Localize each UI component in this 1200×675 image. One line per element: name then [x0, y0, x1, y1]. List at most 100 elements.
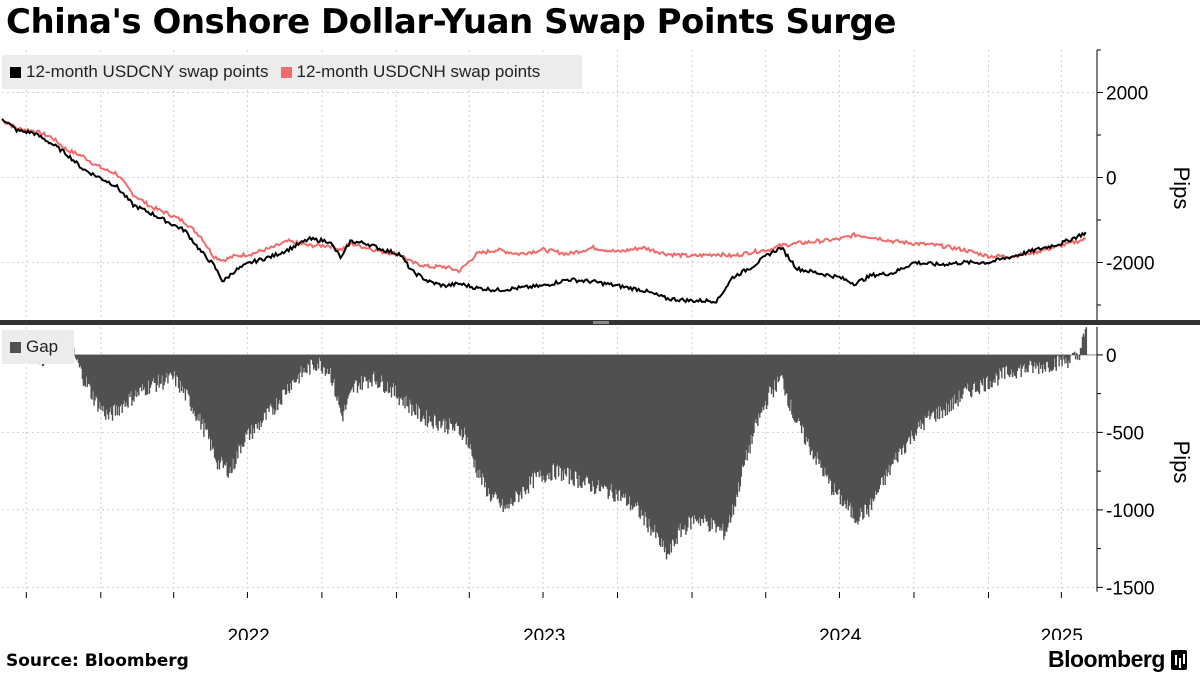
gap-bar: [555, 354, 557, 480]
gap-bar: [81, 354, 84, 379]
gap-bar: [139, 354, 141, 388]
gap-bar: [458, 354, 461, 435]
gap-bar: [576, 354, 578, 479]
top-ytick-label: 0: [1106, 169, 1117, 190]
gap-bar: [985, 354, 987, 378]
gap-bar: [595, 354, 598, 489]
gap-bar: [679, 354, 681, 524]
gap-bar: [97, 354, 99, 412]
gap-bar: [716, 354, 718, 528]
gap-bar: [190, 354, 192, 412]
gap-bar: [145, 354, 148, 395]
gap-bar: [125, 354, 127, 403]
gap-bar: [893, 354, 895, 459]
gap-bar: [406, 354, 408, 407]
gap-bar: [296, 354, 298, 380]
gap-bar: [555, 354, 558, 467]
gap-bar: [837, 354, 840, 490]
gap-bar: [265, 354, 267, 420]
gap-bar: [954, 354, 956, 404]
gap-bar: [865, 354, 867, 505]
legend-item-usdcny[interactable]: 12-month USDCNY swap points: [10, 62, 269, 82]
gap-bar: [83, 354, 86, 386]
gap-bar: [269, 354, 271, 406]
gap-bar: [990, 354, 992, 388]
bottom-y-axis-title: Pips: [1169, 441, 1194, 484]
gap-bar: [451, 354, 454, 431]
gap-bar: [93, 354, 95, 406]
gap-bar: [974, 354, 977, 393]
gap-bar: [591, 354, 594, 481]
gap-bar: [569, 354, 571, 470]
gap-bar: [948, 354, 951, 413]
gap-bar: [132, 354, 134, 400]
gap-bar: [509, 354, 511, 504]
gap-bar: [109, 354, 112, 408]
gap-bar: [267, 354, 269, 409]
gap-bar: [692, 354, 694, 517]
gap-bar: [360, 354, 363, 376]
gap-bar: [923, 354, 925, 431]
legend-item-usdcnh[interactable]: 12-month USDCNH swap points: [280, 62, 540, 82]
gap-bar: [491, 354, 494, 494]
gap-bar: [239, 354, 241, 447]
gap-bar: [537, 354, 539, 472]
gap-bar: [1005, 354, 1008, 366]
gap-bar: [231, 354, 233, 473]
gap-bar: [535, 354, 537, 477]
gap-bar: [797, 354, 800, 419]
gap-bar: [988, 354, 990, 390]
gap-bar: [1003, 354, 1005, 368]
gap-bar: [995, 354, 997, 373]
gap-bar: [432, 354, 434, 429]
gap-bar: [481, 354, 483, 485]
gap-bar: [820, 354, 822, 468]
gap-bar: [876, 354, 879, 493]
gap-bar: [313, 354, 315, 370]
gap-bar: [930, 354, 932, 417]
gap-bar: [419, 354, 422, 422]
gap-bar: [926, 354, 928, 418]
gap-bar: [334, 354, 336, 397]
gap-bar: [682, 354, 684, 530]
gap-bar: [450, 354, 452, 424]
gap-bar: [482, 354, 484, 474]
legend-item-gap[interactable]: Gap: [10, 337, 58, 357]
gap-bar: [836, 354, 839, 495]
gap-bar: [1022, 354, 1024, 367]
gap-bar: [663, 354, 666, 553]
gap-bar: [938, 354, 941, 420]
gap-bar: [743, 354, 745, 466]
gap-bar: [340, 354, 342, 413]
gap-bar: [258, 354, 260, 431]
gap-bar: [471, 354, 473, 456]
gap-bar: [827, 354, 829, 475]
gap-bar: [588, 354, 590, 484]
gap-bar: [472, 354, 474, 459]
gap-bar: [478, 354, 480, 478]
gap-bar: [783, 354, 785, 390]
gap-bar: [497, 354, 500, 499]
gap-bar: [486, 354, 489, 496]
gap-bar: [245, 354, 248, 435]
gap-bar: [736, 354, 739, 497]
gap-bar: [719, 354, 721, 531]
gap-bar: [527, 354, 530, 494]
gap-bar: [1055, 354, 1057, 371]
bottom-legend: Gap: [2, 330, 74, 364]
gap-bar: [486, 354, 488, 497]
gap-bar: [173, 354, 175, 377]
gap-bar: [499, 354, 502, 508]
gap-bar: [917, 354, 919, 422]
gap-bar: [156, 354, 158, 386]
gap-bar: [753, 354, 755, 433]
gap-bar: [210, 354, 213, 440]
gap-bar: [903, 354, 906, 454]
bottom-ytick-label: -500: [1106, 423, 1144, 444]
gap-bar: [346, 354, 348, 405]
gap-bar: [794, 354, 796, 422]
gap-bar: [605, 354, 607, 487]
gap-bar: [1051, 354, 1054, 371]
gap-bar: [366, 354, 368, 382]
gap-bar: [330, 354, 332, 383]
